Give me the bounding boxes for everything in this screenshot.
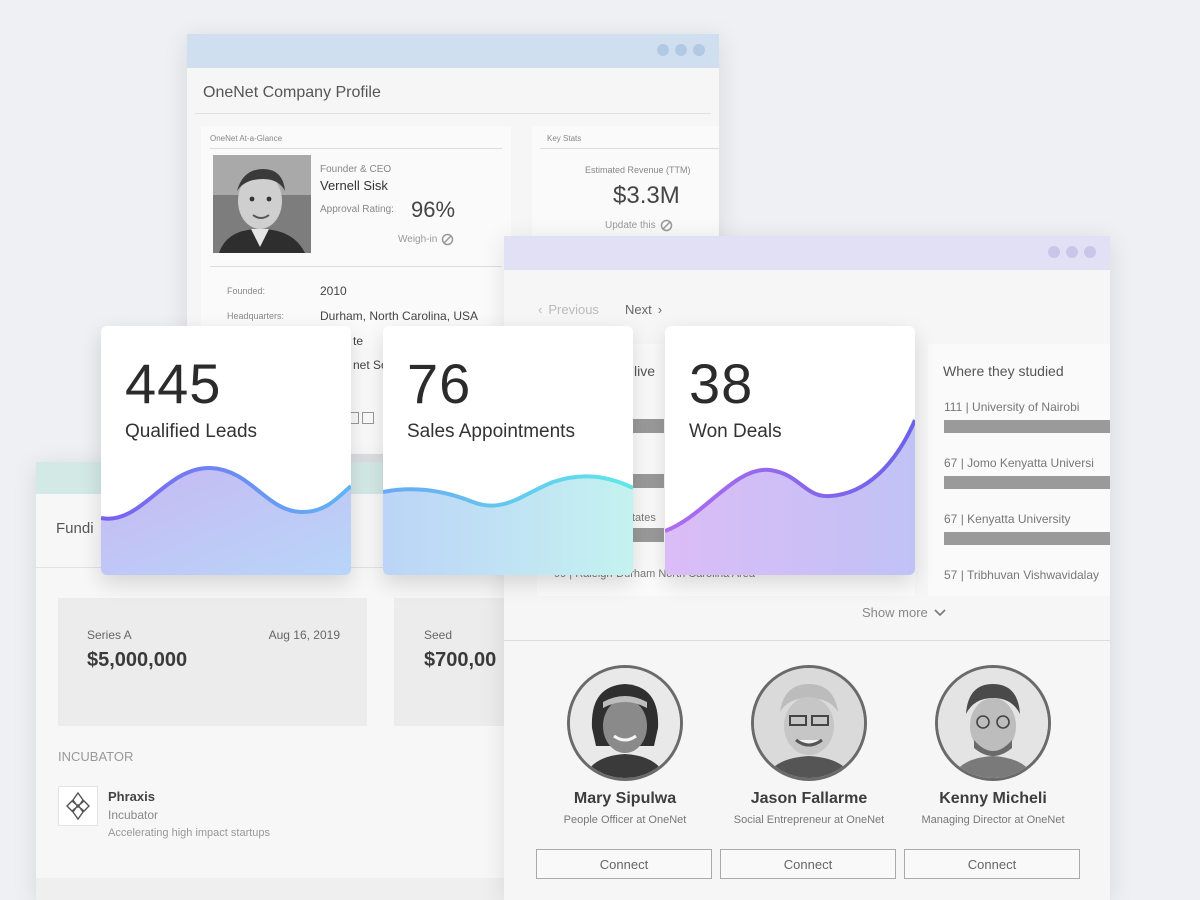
- stat-value: 38: [689, 352, 754, 415]
- university-label: 67 | Kenyatta University: [944, 512, 1071, 526]
- previous-label: Previous: [548, 302, 599, 317]
- university-bar: [944, 420, 1110, 433]
- avatar[interactable]: [935, 665, 1051, 781]
- connect-button[interactable]: Connect: [904, 849, 1080, 879]
- location-label-partial: tates: [632, 512, 656, 524]
- divider: [210, 266, 502, 267]
- location-bar: [632, 528, 664, 542]
- window-titlebar: [504, 236, 1110, 270]
- connect-button[interactable]: Connect: [536, 849, 712, 879]
- block-icon: [660, 219, 672, 232]
- weigh-in-label: Weigh-in: [398, 234, 438, 245]
- avatar[interactable]: [751, 665, 867, 781]
- hq-label: Headquarters:: [227, 311, 285, 321]
- trend-sparkline: [383, 474, 633, 575]
- next-button[interactable]: Next ›: [625, 302, 662, 317]
- stat-value: 445: [125, 352, 222, 415]
- avatar[interactable]: [567, 665, 683, 781]
- ceo-role: Founder & CEO: [320, 164, 392, 175]
- incubator-desc: Accelerating high impact startups: [108, 827, 271, 839]
- glance-header: OneNet At-a-Glance: [210, 134, 283, 143]
- ceo-photo: [213, 155, 311, 253]
- where-they-studied-panel: Where they studied: [928, 344, 1110, 596]
- founded-label: Founded:: [227, 286, 266, 296]
- stat-label: Won Deals: [689, 421, 782, 442]
- approval-label: Approval Rating:: [320, 204, 394, 215]
- university-bar: [944, 532, 1110, 545]
- hq-value: Durham, North Carolina, USA: [320, 309, 479, 323]
- round-type: Series A: [87, 628, 132, 642]
- window-control-dot[interactable]: [1084, 246, 1096, 258]
- stat-value: 76: [407, 352, 472, 415]
- phraxis-logo: [58, 786, 98, 826]
- window-control-dot[interactable]: [675, 44, 687, 56]
- round-type: Seed: [424, 628, 453, 642]
- person-role: Social Entrepreneur at OneNet: [733, 814, 885, 826]
- chevron-left-icon: ‹: [538, 302, 543, 317]
- divider: [195, 113, 711, 114]
- divider: [540, 148, 719, 149]
- university-bar: [944, 476, 1110, 489]
- person-role: People Officer at OneNet: [563, 814, 687, 826]
- approval-value: 96%: [411, 197, 456, 222]
- show-more-label: Show more: [862, 605, 928, 620]
- round-amount: $700,00: [424, 649, 497, 671]
- key-stats-header: Key Stats: [547, 134, 582, 143]
- chevron-down-icon: [934, 608, 946, 616]
- window-control-dot[interactable]: [1066, 246, 1078, 258]
- trend-sparkline: [101, 465, 351, 575]
- phraxis-logo-icon: [66, 791, 90, 821]
- trend-sparkline: [665, 419, 915, 575]
- window-control-dot[interactable]: [693, 44, 705, 56]
- partial-text: net Sof: [353, 358, 392, 372]
- partial-text: te: [353, 334, 364, 348]
- chevron-right-icon: ›: [657, 302, 663, 317]
- page-control[interactable]: [362, 412, 374, 424]
- ceo-name: Vernell Sisk: [320, 178, 388, 193]
- person-name[interactable]: Kenny Micheli: [939, 790, 1047, 807]
- window-footer: [36, 878, 536, 900]
- key-stats-panel: Key Stats: [532, 126, 719, 246]
- divider: [504, 640, 1110, 641]
- incubator-name[interactable]: Phraxis: [108, 789, 155, 804]
- stat-card-qualified-leads[interactable]: 445 Qualified Leads: [101, 326, 351, 575]
- previous-button[interactable]: ‹ Previous: [538, 302, 599, 317]
- incubator-header: INCUBATOR: [58, 749, 134, 764]
- window-titlebar: [187, 34, 719, 68]
- founded-value: 2010: [320, 284, 347, 298]
- location-bar: [632, 474, 664, 488]
- round-amount: $5,000,000: [87, 649, 188, 671]
- block-icon: [442, 233, 454, 246]
- locations-header-partial: live: [634, 363, 656, 379]
- divider: [210, 148, 502, 149]
- stat-label: Sales Appointments: [407, 421, 575, 442]
- revenue-value: $3.3M: [613, 182, 680, 209]
- university-label: 67 | Jomo Kenyatta Universi: [944, 456, 1094, 470]
- incubator-type: Incubator: [108, 808, 159, 822]
- location-bar: [632, 419, 664, 433]
- revenue-label: Estimated Revenue (TTM): [585, 165, 691, 175]
- weigh-in-link[interactable]: Weigh-in: [398, 233, 454, 246]
- window-control-dot[interactable]: [657, 44, 669, 56]
- studied-header: Where they studied: [943, 363, 1064, 379]
- person-role: Managing Director at OneNet: [921, 814, 1065, 826]
- stat-card-won-deals[interactable]: 38 Won Deals: [665, 326, 915, 575]
- university-label: 57 | Tribhuvan Vishwavidalay: [944, 568, 1100, 582]
- show-more-button[interactable]: Show more: [862, 605, 946, 620]
- stat-label: Qualified Leads: [125, 421, 258, 442]
- university-label: 111 | University of Nairobi: [944, 400, 1080, 414]
- person-name[interactable]: Mary Sipulwa: [573, 790, 677, 807]
- window-control-dot[interactable]: [1048, 246, 1060, 258]
- page-title: OneNet Company Profile: [203, 84, 381, 101]
- round-date: Aug 16, 2019: [268, 628, 340, 642]
- update-this-label: Update this: [605, 220, 656, 231]
- next-label: Next: [625, 302, 652, 317]
- connect-button[interactable]: Connect: [720, 849, 896, 879]
- person-name[interactable]: Jason Fallarme: [750, 790, 868, 807]
- funding-title: Fundi: [56, 520, 94, 537]
- funding-round-card[interactable]: Series A Aug 16, 2019 $5,000,000: [58, 598, 367, 726]
- stat-card-sales-appointments[interactable]: 76 Sales Appointments: [383, 326, 633, 575]
- update-revenue-link[interactable]: Update this: [605, 219, 673, 232]
